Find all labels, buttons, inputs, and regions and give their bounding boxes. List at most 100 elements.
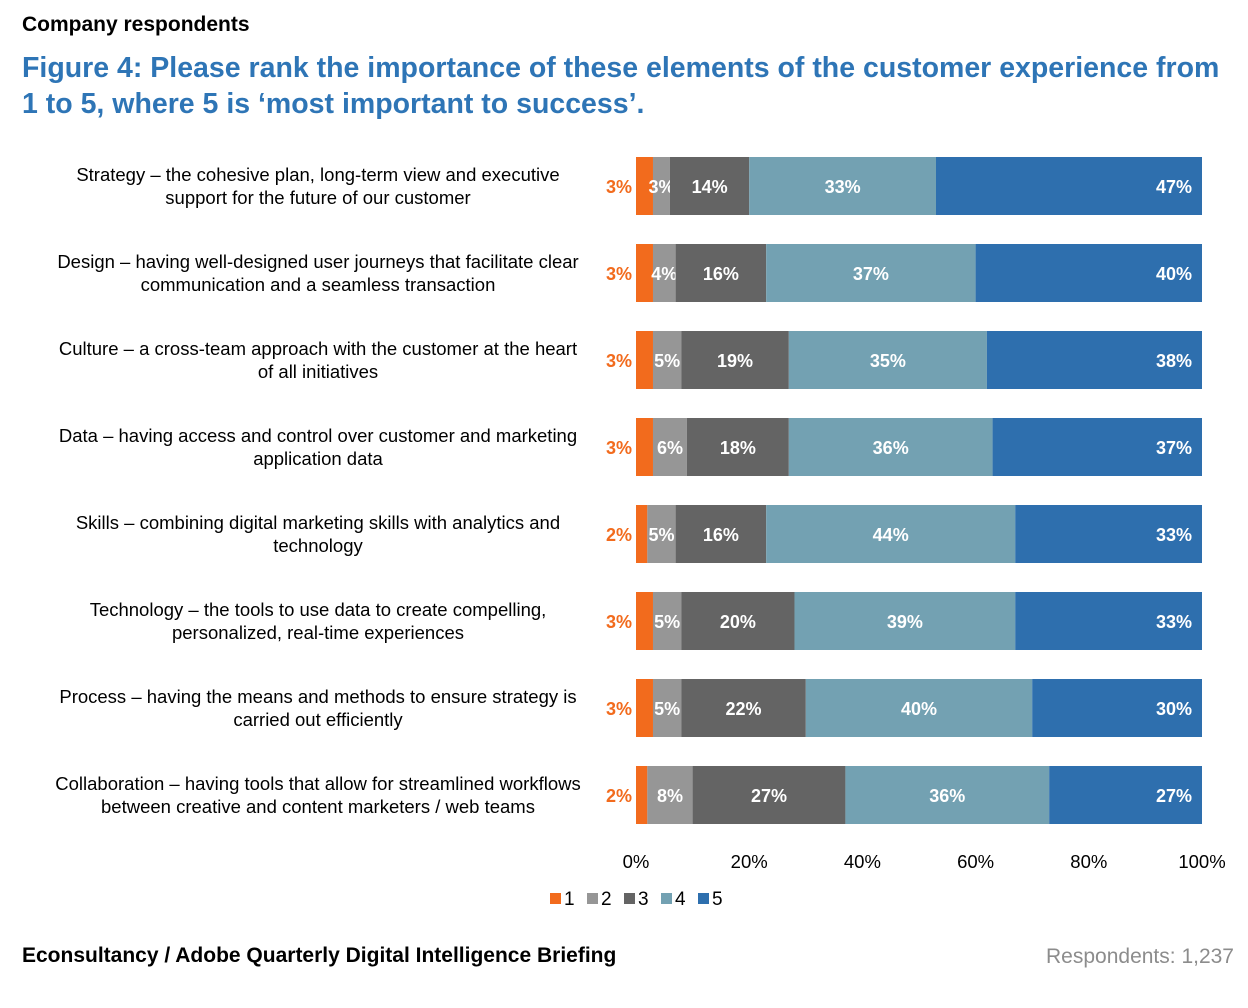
bar-segment-2 bbox=[647, 505, 676, 563]
data-label: 5% bbox=[654, 699, 680, 719]
legend-swatch-5 bbox=[698, 893, 709, 904]
bar-segment-1 bbox=[636, 592, 653, 650]
data-label: 37% bbox=[853, 264, 889, 284]
data-label: 19% bbox=[717, 351, 753, 371]
legend-label: 5 bbox=[712, 889, 723, 910]
bar-segment-3 bbox=[681, 679, 806, 737]
bar-segment-5 bbox=[986, 331, 1202, 389]
bar-segment-4 bbox=[766, 505, 1016, 563]
category-label: Skills – combining digital marketing ski… bbox=[76, 512, 560, 533]
data-label: 36% bbox=[929, 786, 965, 806]
data-label: 3% bbox=[606, 351, 632, 371]
x-tick-label: 0% bbox=[623, 851, 650, 872]
legend-swatch-4 bbox=[661, 893, 672, 904]
data-label: 5% bbox=[654, 612, 680, 632]
legend-swatch-1 bbox=[550, 893, 561, 904]
data-label: 40% bbox=[1156, 264, 1192, 284]
bar-segment-1 bbox=[636, 679, 653, 737]
category-label: between creative and content marketers /… bbox=[101, 796, 535, 817]
bar-segment-5 bbox=[975, 244, 1202, 302]
legend-swatch-3 bbox=[624, 893, 635, 904]
bar-segment-2 bbox=[647, 766, 693, 824]
data-label: 22% bbox=[726, 699, 762, 719]
bar-segment-3 bbox=[675, 244, 767, 302]
bar-segment-5 bbox=[1032, 679, 1202, 737]
data-label: 33% bbox=[1156, 612, 1192, 632]
data-label: 16% bbox=[703, 264, 739, 284]
bar-segment-2 bbox=[652, 592, 682, 650]
bar-segment-2 bbox=[652, 331, 682, 389]
bar-segment-4 bbox=[749, 157, 936, 215]
bar-segment-4 bbox=[845, 766, 1050, 824]
data-label: 35% bbox=[870, 351, 906, 371]
bar-segment-4 bbox=[794, 592, 1016, 650]
bar-segment-3 bbox=[686, 418, 789, 476]
data-label: 3% bbox=[606, 699, 632, 719]
bar-segment-3 bbox=[669, 157, 750, 215]
data-label: 47% bbox=[1156, 177, 1192, 197]
bar-segment-5 bbox=[935, 157, 1202, 215]
category-label: Data – having access and control over cu… bbox=[59, 425, 577, 446]
category-label: of all initiatives bbox=[258, 361, 378, 382]
bar-segment-3 bbox=[692, 766, 846, 824]
data-label: 20% bbox=[720, 612, 756, 632]
bar-segment-1 bbox=[636, 418, 653, 476]
legend-label: 4 bbox=[675, 889, 686, 910]
data-label: 14% bbox=[692, 177, 728, 197]
data-label: 3% bbox=[648, 177, 674, 197]
legend-label: 1 bbox=[564, 889, 575, 910]
legend-label: 3 bbox=[638, 889, 649, 910]
category-label: Technology – the tools to use data to cr… bbox=[90, 599, 547, 620]
x-tick-label: 60% bbox=[957, 851, 994, 872]
x-tick-label: 80% bbox=[1070, 851, 1107, 872]
bar-segment-1 bbox=[636, 505, 648, 563]
bar-segment-1 bbox=[636, 331, 653, 389]
data-label: 4% bbox=[651, 264, 677, 284]
data-label: 36% bbox=[873, 438, 909, 458]
category-label: Process – having the means and methods t… bbox=[59, 686, 576, 707]
data-label: 40% bbox=[901, 699, 937, 719]
bar-segment-5 bbox=[1049, 766, 1202, 824]
data-label: 27% bbox=[1156, 786, 1192, 806]
category-label: Culture – a cross-team approach with the… bbox=[59, 338, 577, 359]
data-label: 2% bbox=[606, 786, 632, 806]
data-label: 27% bbox=[751, 786, 787, 806]
data-label: 39% bbox=[887, 612, 923, 632]
category-label: Collaboration – having tools that allow … bbox=[55, 773, 580, 794]
data-label: 30% bbox=[1156, 699, 1192, 719]
bar-segment-2 bbox=[652, 157, 670, 215]
legend-label: 2 bbox=[601, 889, 612, 910]
bar-segment-4 bbox=[788, 331, 987, 389]
category-label: carried out efficiently bbox=[233, 709, 403, 730]
chart-title: Figure 4: Please rank the importance of … bbox=[22, 52, 1220, 120]
bar-segment-5 bbox=[1015, 592, 1202, 650]
data-label: 33% bbox=[1156, 525, 1192, 545]
bar-segment-1 bbox=[636, 766, 648, 824]
bar-segment-4 bbox=[788, 418, 993, 476]
bar-segment-1 bbox=[636, 244, 653, 302]
x-tick-label: 20% bbox=[731, 851, 768, 872]
bar-segment-3 bbox=[681, 592, 795, 650]
bar-segment-2 bbox=[652, 418, 687, 476]
bar-segment-3 bbox=[681, 331, 789, 389]
data-label: 3% bbox=[606, 438, 632, 458]
category-label: Design – having well-designed user journ… bbox=[57, 251, 578, 272]
bar-segment-1 bbox=[636, 157, 653, 215]
data-label: 3% bbox=[606, 612, 632, 632]
data-label: 6% bbox=[657, 438, 683, 458]
bar-segment-5 bbox=[992, 418, 1202, 476]
category-label: support for the future of our customer bbox=[165, 187, 470, 208]
bar-segment-2 bbox=[652, 244, 676, 302]
bar-segment-4 bbox=[766, 244, 976, 302]
chart-subtitle: Company respondents bbox=[22, 13, 250, 36]
respondents-count: Respondents: 1,237 bbox=[1046, 945, 1234, 968]
category-label: technology bbox=[273, 535, 363, 556]
data-label: 3% bbox=[606, 264, 632, 284]
category-label: application data bbox=[253, 448, 383, 469]
bar-segment-2 bbox=[652, 679, 682, 737]
data-label: 5% bbox=[648, 525, 674, 545]
category-label: Strategy – the cohesive plan, long-term … bbox=[76, 164, 559, 185]
data-label: 44% bbox=[873, 525, 909, 545]
data-label: 37% bbox=[1156, 438, 1192, 458]
